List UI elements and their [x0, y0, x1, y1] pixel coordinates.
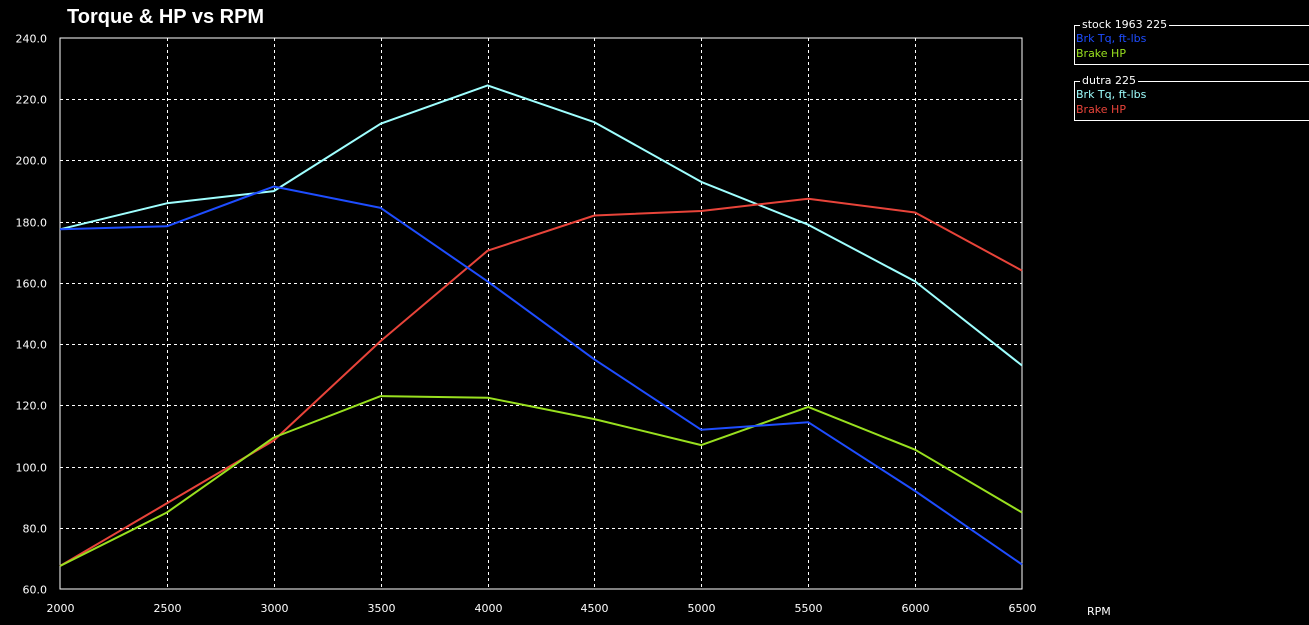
- x-tick-label: 6500: [1009, 602, 1037, 615]
- legend-entry-stock-torque: Brk Tq, ft-lbs: [1076, 32, 1147, 45]
- y-tick-label: 60.0: [23, 584, 48, 597]
- x-tick-label: 2500: [154, 602, 182, 615]
- legend-entry-stock-hp: Brake HP: [1076, 47, 1126, 60]
- series-line-stock-torque: [59, 185, 1023, 566]
- y-tick-label: 80.0: [23, 523, 48, 536]
- legend-group-dutra: dutra 225 Brk Tq, ft-lbs Brake HP: [1074, 74, 1309, 121]
- x-tick-label: 4500: [581, 602, 609, 615]
- x-tick-label: 3000: [261, 602, 289, 615]
- y-tick-label: 100.0: [16, 462, 48, 475]
- y-tick-label: 160.0: [16, 278, 48, 291]
- y-tick-label: 120.0: [16, 400, 48, 413]
- legend-group-title: dutra 225: [1080, 74, 1139, 87]
- plot-frame: [59, 37, 1023, 590]
- legend-entry-dutra-hp: Brake HP: [1076, 103, 1126, 116]
- series-line-stock-hp: [59, 395, 1023, 567]
- x-tick-label: 5500: [795, 602, 823, 615]
- y-tick-label: 240.0: [16, 33, 48, 46]
- chart-title: Torque & HP vs RPM: [67, 6, 265, 28]
- y-tick-label: 220.0: [16, 94, 48, 107]
- x-axis-label: RPM: [1087, 605, 1111, 618]
- series-line-dutra-hp: [59, 197, 1023, 567]
- x-tick-label: 5000: [688, 602, 716, 615]
- y-tick-label: 180.0: [16, 217, 48, 230]
- legend-group-stock: stock 1963 225 Brk Tq, ft-lbs Brake HP: [1074, 18, 1309, 65]
- series-line-dutra-torque: [59, 84, 1023, 367]
- y-tick-label: 200.0: [16, 155, 48, 168]
- legend-group-title: stock 1963 225: [1080, 18, 1170, 31]
- x-tick-label: 4000: [475, 602, 503, 615]
- y-tick-label: 140.0: [16, 339, 48, 352]
- legend-entry-dutra-torque: Brk Tq, ft-lbs: [1076, 88, 1147, 101]
- x-tick-label: 2000: [47, 602, 75, 615]
- x-tick-label: 6000: [902, 602, 930, 615]
- x-tick-label: 3500: [368, 602, 396, 615]
